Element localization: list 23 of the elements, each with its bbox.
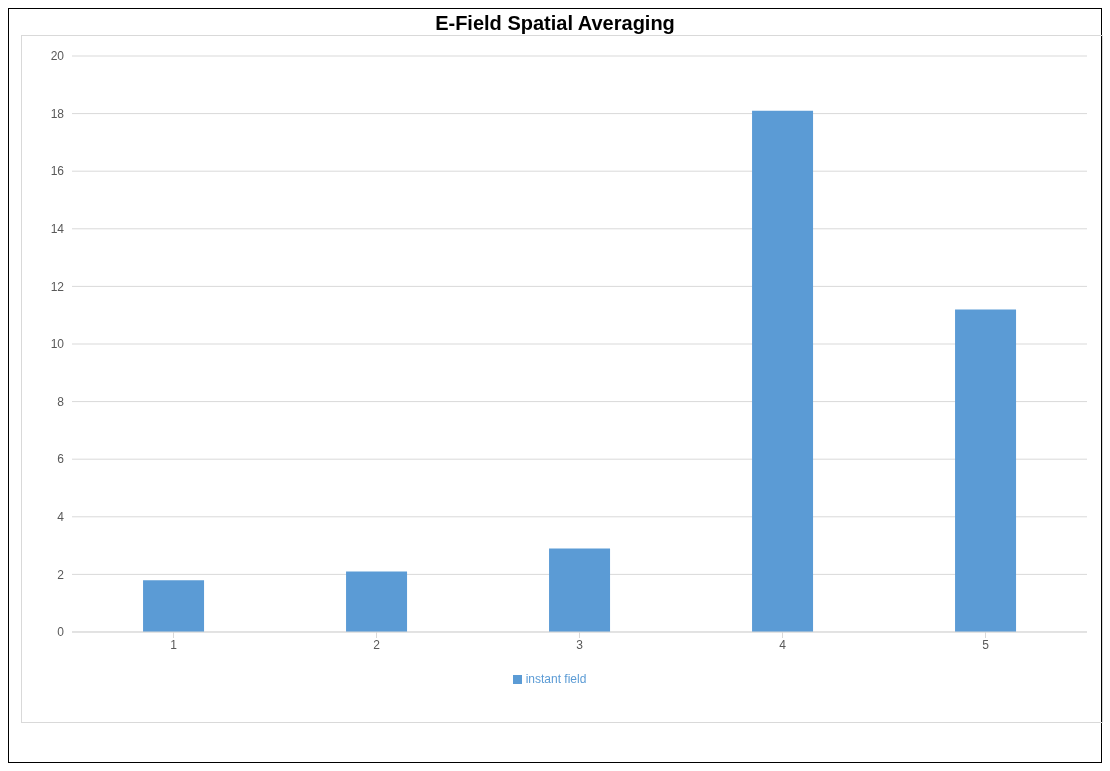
bar: [955, 309, 1017, 632]
y-tick-label: 12: [50, 279, 65, 294]
y-tick-label: 6: [57, 452, 65, 467]
y-tick-label: 20: [50, 49, 65, 64]
bar: [752, 110, 814, 632]
y-tick-label: 14: [50, 222, 65, 237]
y-tick-label: 8: [57, 394, 65, 409]
x-tick-label: 2: [373, 637, 381, 652]
bar: [346, 571, 408, 632]
y-tick-label: 18: [50, 106, 65, 121]
x-tick-label: 4: [779, 637, 787, 652]
y-tick-label: 10: [50, 337, 65, 352]
legend-label: instant field: [525, 672, 587, 686]
y-tick-label: 4: [57, 510, 65, 525]
y-tick-label: 16: [50, 164, 65, 179]
y-tick-label: 0: [57, 625, 65, 640]
chart-title: E-Field Spatial Averaging: [434, 11, 676, 35]
bar: [143, 580, 205, 632]
x-tick-label: 5: [982, 637, 990, 652]
bar: [549, 548, 611, 632]
x-tick-label: 1: [170, 637, 178, 652]
x-tick-label: 3: [576, 637, 584, 652]
y-tick-label: 2: [57, 567, 65, 582]
